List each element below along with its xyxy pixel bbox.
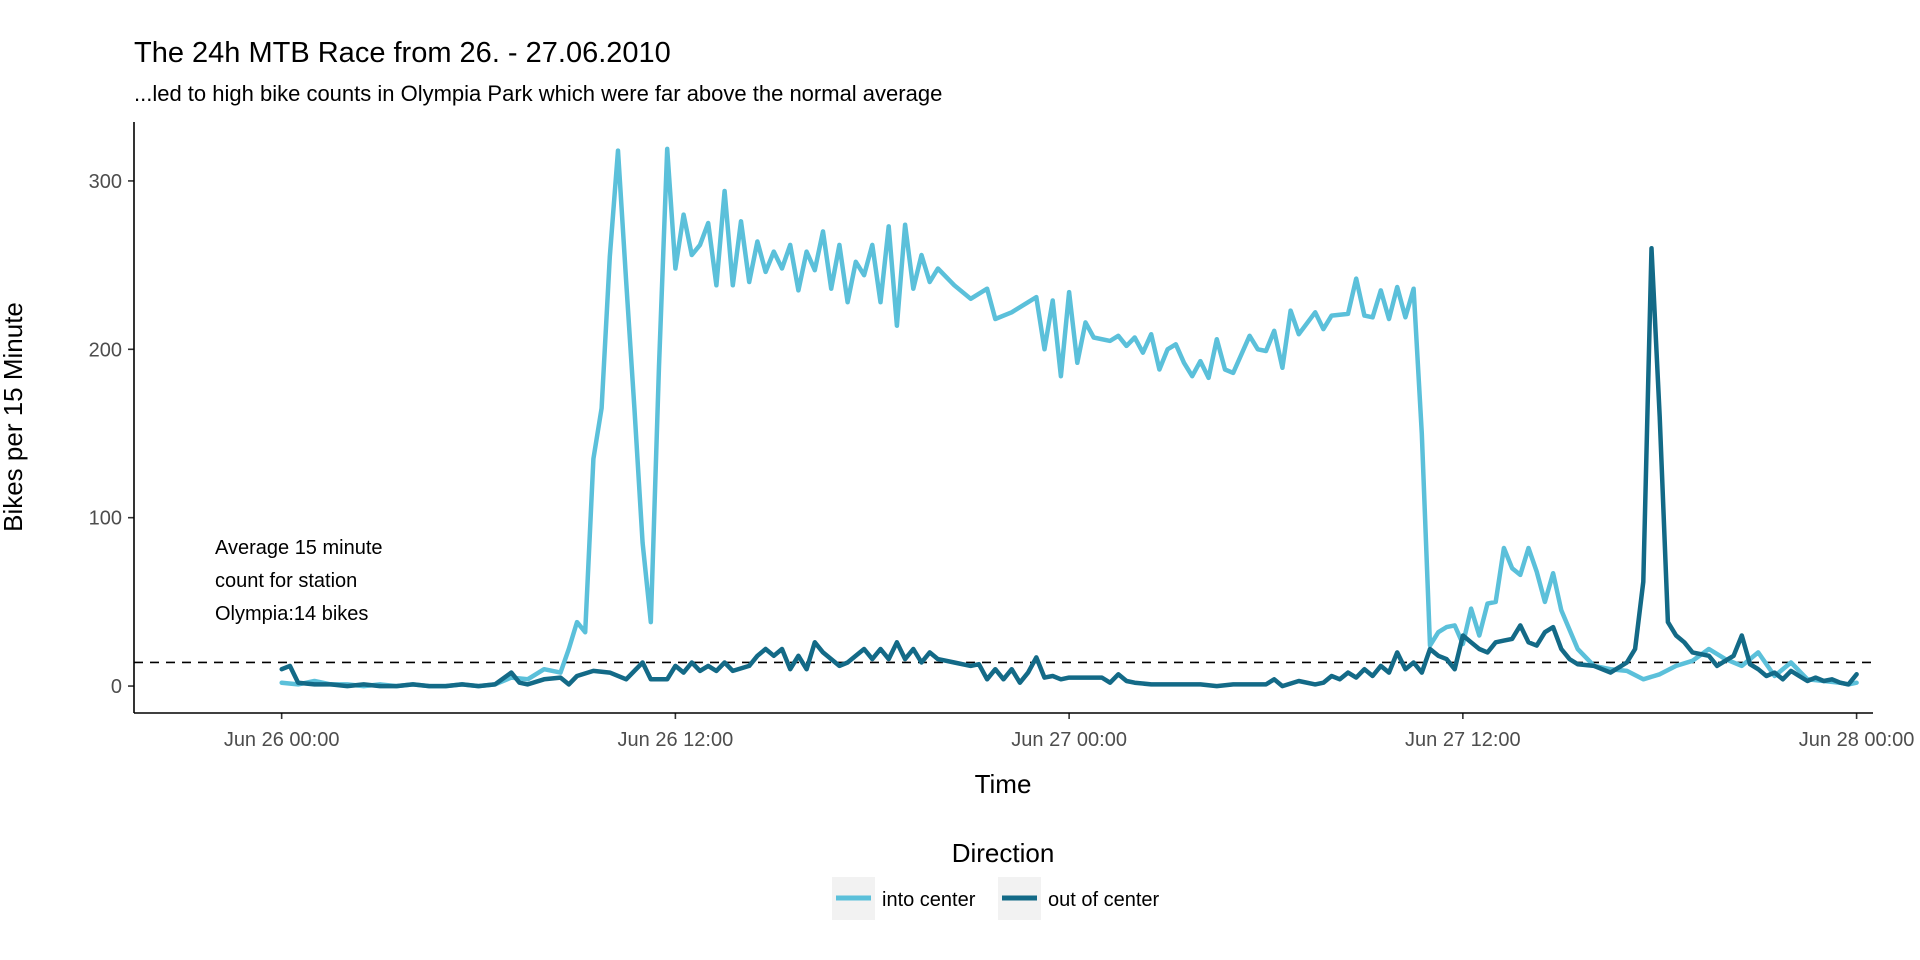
chart-title: The 24h MTB Race from 26. - 27.06.2010	[134, 37, 671, 69]
legend-label-out-of-center: out of center	[1048, 889, 1160, 911]
x-tick-label: Jun 28 00:00	[1799, 729, 1915, 751]
series-line-into-center	[279, 146, 1859, 689]
annotation-line-3: Olympia:14 bikes	[215, 603, 368, 625]
legend-item-out-of-center[interactable]: out of center	[998, 877, 1160, 920]
legend-item-into-center[interactable]: into center	[832, 877, 976, 920]
legend-label-into-center: into center	[882, 889, 976, 911]
x-axis-ticks: Jun 26 00:00 Jun 26 12:00 Jun 27 00:00 Jun …	[224, 713, 1915, 751]
x-tick-label: Jun 26 12:00	[618, 729, 734, 751]
x-tick-label: Jun 27 12:00	[1405, 729, 1521, 751]
y-tick-label: 300	[89, 171, 122, 193]
x-axis-title: Time	[975, 769, 1032, 799]
x-tick-label: Jun 27 00:00	[1011, 729, 1127, 751]
average-annotation: Average 15 minute count for station Olym…	[215, 537, 383, 625]
y-tick-label: 0	[111, 676, 122, 698]
annotation-line-2: count for station	[215, 570, 357, 592]
y-axis-ticks: 0 100 200 300	[89, 171, 134, 698]
x-tick-label: Jun 26 00:00	[224, 729, 340, 751]
y-axis-title: Bikes per 15 Minute	[0, 302, 28, 532]
legend-title: Direction	[952, 838, 1055, 868]
y-tick-label: 200	[89, 339, 122, 361]
annotation-line-1: Average 15 minute	[215, 537, 383, 559]
legend: Direction into center out of center	[832, 838, 1160, 920]
y-tick-label: 100	[89, 508, 122, 530]
series-layer	[279, 146, 1859, 689]
chart-subtitle: ...led to high bike counts in Olympia Pa…	[134, 81, 942, 106]
series-line-out-of-center	[279, 246, 1859, 689]
